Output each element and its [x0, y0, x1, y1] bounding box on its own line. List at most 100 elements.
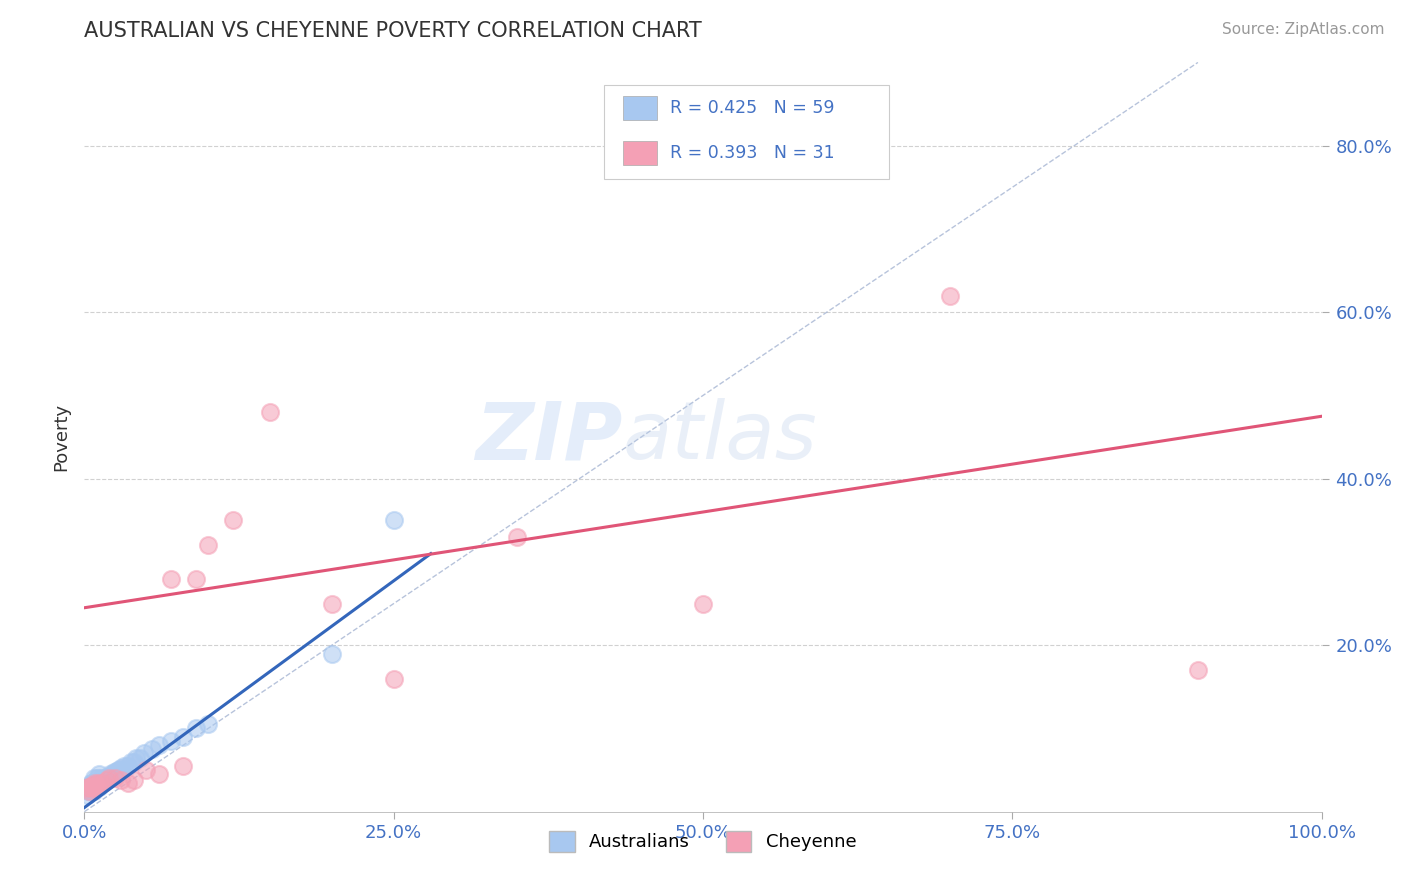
Point	[98, 772, 121, 786]
Point	[91, 775, 114, 789]
Point	[84, 775, 107, 789]
Point	[222, 513, 245, 527]
Point	[84, 775, 107, 789]
Point	[80, 784, 103, 798]
Point	[91, 775, 114, 789]
Point	[184, 722, 207, 736]
Point	[89, 775, 111, 789]
Point	[79, 780, 101, 794]
Text: Source: ZipAtlas.com: Source: ZipAtlas.com	[1222, 22, 1385, 37]
Point	[87, 775, 110, 789]
Point	[96, 772, 118, 786]
Point	[93, 773, 115, 788]
Point	[94, 773, 117, 788]
Point	[86, 778, 108, 792]
Point	[382, 513, 405, 527]
Point	[89, 775, 111, 789]
Point	[84, 780, 107, 794]
Text: atlas: atlas	[623, 398, 817, 476]
Point	[80, 775, 103, 789]
FancyBboxPatch shape	[623, 141, 657, 165]
Point	[87, 780, 110, 794]
Point	[76, 781, 98, 796]
Point	[103, 764, 125, 779]
Point	[79, 784, 101, 798]
Point	[259, 405, 281, 419]
Point	[77, 780, 100, 794]
Text: R = 0.393   N = 31: R = 0.393 N = 31	[669, 145, 834, 162]
Point	[197, 538, 219, 552]
Point	[122, 755, 145, 769]
FancyBboxPatch shape	[623, 96, 657, 120]
Point	[89, 767, 111, 781]
Point	[148, 767, 170, 781]
Point	[83, 784, 105, 798]
Point	[98, 772, 121, 786]
Point	[172, 759, 194, 773]
Point	[89, 780, 111, 794]
Point	[80, 780, 103, 794]
Point	[79, 780, 101, 794]
Point	[108, 763, 131, 777]
Point	[939, 288, 962, 302]
Point	[79, 780, 101, 794]
Point	[148, 738, 170, 752]
Text: ZIP: ZIP	[475, 398, 623, 476]
Point	[197, 717, 219, 731]
Point	[132, 747, 155, 761]
FancyBboxPatch shape	[605, 85, 889, 178]
Point	[104, 772, 127, 786]
Point	[77, 780, 100, 794]
Text: R = 0.425   N = 59: R = 0.425 N = 59	[669, 99, 834, 117]
Text: AUSTRALIAN VS CHEYENNE POVERTY CORRELATION CHART: AUSTRALIAN VS CHEYENNE POVERTY CORRELATI…	[84, 21, 702, 41]
Point	[83, 780, 105, 794]
Point	[110, 761, 132, 775]
Point	[117, 775, 139, 789]
Point	[82, 780, 104, 794]
Point	[83, 780, 105, 794]
Point	[122, 773, 145, 788]
Point	[135, 763, 157, 777]
Point	[184, 572, 207, 586]
Point	[110, 773, 132, 788]
Point	[83, 772, 105, 786]
Point	[321, 597, 343, 611]
Point	[107, 763, 129, 777]
Point	[129, 750, 152, 764]
Point	[141, 742, 163, 756]
Point	[89, 772, 111, 786]
Point	[82, 778, 104, 792]
Point	[506, 530, 529, 544]
Point	[382, 672, 405, 686]
Point	[86, 780, 108, 794]
Point	[80, 781, 103, 796]
Point	[97, 770, 120, 784]
Point	[79, 784, 101, 798]
Point	[172, 730, 194, 744]
Point	[86, 772, 108, 786]
Point	[98, 767, 121, 781]
Y-axis label: Poverty: Poverty	[52, 403, 70, 471]
Point	[79, 775, 101, 789]
Legend: Australians, Cheyenne: Australians, Cheyenne	[543, 823, 863, 859]
Point	[692, 597, 714, 611]
Point	[76, 788, 98, 802]
Point	[90, 775, 112, 789]
Point	[91, 772, 114, 786]
Point	[112, 759, 135, 773]
Point	[117, 759, 139, 773]
Point	[96, 773, 118, 788]
Point	[1187, 663, 1209, 677]
Point	[77, 784, 100, 798]
Point	[321, 647, 343, 661]
Point	[79, 784, 101, 798]
Point	[82, 775, 104, 789]
Point	[105, 767, 128, 781]
Point	[125, 750, 148, 764]
Point	[104, 764, 127, 779]
Point	[82, 784, 104, 798]
Point	[100, 770, 122, 784]
Point	[120, 755, 142, 769]
Point	[101, 767, 124, 781]
Point	[160, 572, 183, 586]
